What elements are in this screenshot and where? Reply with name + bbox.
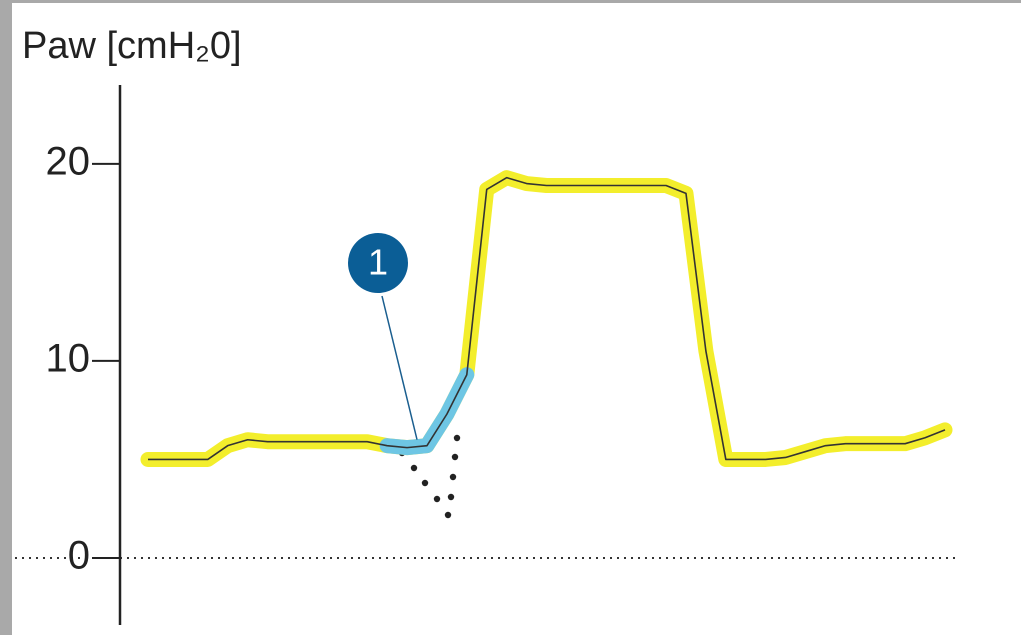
annotation-leader [381, 295, 418, 440]
line [148, 176, 946, 461]
annotation-label: 1 [368, 242, 388, 283]
y-tick-label: 20 [46, 139, 91, 183]
y-tick-label: 0 [68, 534, 90, 578]
annotation-badge [348, 233, 408, 293]
chart-title: Paw [cmH₂0] [22, 25, 242, 67]
y-tick-label: 10 [46, 336, 91, 380]
panel [12, 3, 1021, 635]
trigger-effort [398, 434, 461, 519]
